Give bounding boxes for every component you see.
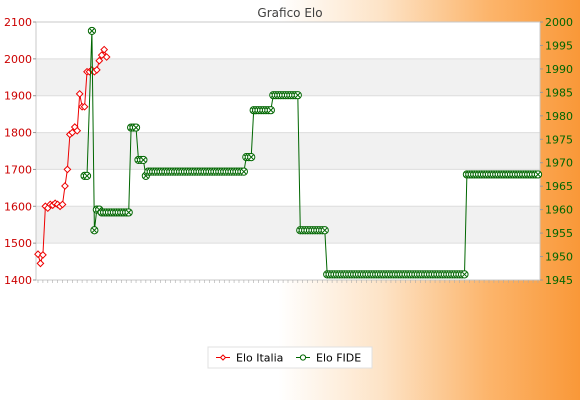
elo-fide-point <box>533 170 543 179</box>
elo-fide-point-cross <box>322 227 328 233</box>
elo-fide-point-cross <box>84 173 90 179</box>
legend: Elo Italia Elo FIDE <box>207 346 373 369</box>
elo-fide-point <box>131 123 141 132</box>
legend-label: Elo Italia <box>236 352 283 365</box>
elo-italia-point <box>63 165 72 174</box>
right-axis-tick-label: 1965 <box>545 180 573 193</box>
right-axis-tick-label: 1995 <box>545 39 573 52</box>
right-axis-tick-label: 1960 <box>545 204 573 217</box>
left-axis-tick-label: 1500 <box>4 237 32 250</box>
elo-fide-point-cross <box>91 227 97 233</box>
elo-fide-point <box>293 91 302 100</box>
left-axis-tick-label: 1400 <box>4 274 32 287</box>
elo-fide-point <box>82 171 92 180</box>
chart-title: Grafico Elo <box>257 6 322 20</box>
elo-fide-point-cross <box>295 92 301 98</box>
elo-fide-point-cross <box>241 169 247 175</box>
elo-fide-point-cross <box>133 124 139 131</box>
elo-fide-point <box>239 167 248 176</box>
elo-fide-point <box>124 208 133 217</box>
elo-italia-point <box>97 51 106 60</box>
elo-fide-point <box>266 106 275 115</box>
left-axis-tick-label: 1600 <box>4 200 32 213</box>
elo-italia-point <box>34 250 42 259</box>
elo-italia-point <box>73 126 82 135</box>
elo-italia-point <box>92 66 101 74</box>
elo-fide-point-cross <box>268 107 274 113</box>
right-axis-tick-label: 1980 <box>545 110 573 123</box>
legend-marker <box>219 354 227 361</box>
elo-fide-point <box>460 270 469 279</box>
elo-fide-point-cross <box>126 209 132 216</box>
right-axis-tick-label: 1955 <box>545 227 573 240</box>
plot-area: 1400 1500 1600 1700 1800 1900 2000 2100 1945 1950… <box>4 16 573 287</box>
elo-italia-point <box>36 259 45 268</box>
right-axis-tick-label: 2000 <box>545 16 573 29</box>
left-axis-tick-label: 2100 <box>4 16 32 29</box>
elo-fide-point-cross <box>140 157 146 163</box>
right-axis-tick-label: 1945 <box>545 274 573 287</box>
elo-fide-point-cross <box>248 154 254 160</box>
legend-box <box>207 346 373 369</box>
elo-italia-point <box>61 182 69 190</box>
right-axis-tick-label: 1970 <box>545 157 573 170</box>
elo-fide-point <box>139 155 148 165</box>
elo-fide-point-cross <box>535 171 541 178</box>
grid-band <box>36 58 540 96</box>
right-axis-tick-label: 1990 <box>545 63 573 76</box>
elo-fide-point <box>90 226 99 235</box>
left-axis-tick-label: 1900 <box>4 90 32 103</box>
left-axis-tick-label: 1800 <box>4 127 32 140</box>
elo-italia-point <box>102 53 111 61</box>
grid-band <box>36 132 540 170</box>
left-axis-tick-label: 1700 <box>4 163 32 176</box>
legend-label: Elo FIDE <box>316 352 361 365</box>
elo-italia-point <box>80 102 89 111</box>
elo-fide-point-cross <box>461 271 468 277</box>
elo-italia-point <box>100 45 109 54</box>
left-axis-tick-label: 2000 <box>4 53 32 66</box>
right-axis-tick-label: 1950 <box>545 251 573 264</box>
right-axis-tick-label: 1985 <box>545 86 573 99</box>
elo-italia-point <box>38 251 47 259</box>
elo-fide-point-cross <box>89 28 95 34</box>
elo-fide-point <box>87 26 97 36</box>
elo-italia-point <box>95 56 104 65</box>
right-axis-tick-label: 1975 <box>545 133 573 146</box>
legend-marker <box>299 354 307 361</box>
elo-italia-point <box>75 89 84 98</box>
elo-italia-point <box>58 200 67 209</box>
elo-fide-point <box>247 152 256 162</box>
elo-fide-point <box>320 226 329 235</box>
